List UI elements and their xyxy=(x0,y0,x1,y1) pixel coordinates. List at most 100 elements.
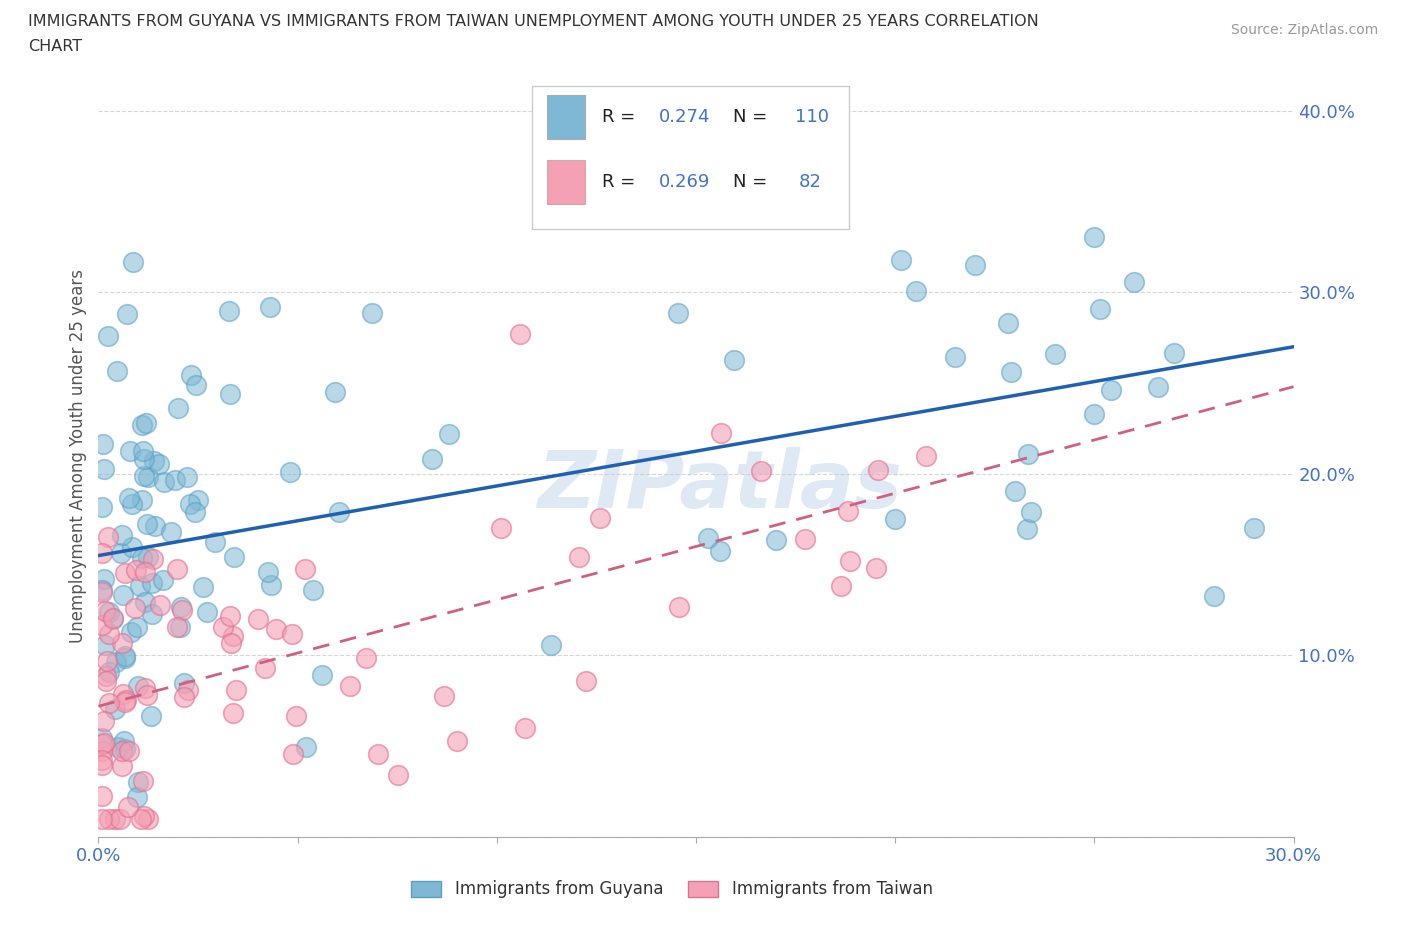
Point xyxy=(114,695,136,710)
Point xyxy=(136,470,159,485)
Point xyxy=(125,790,148,804)
Point xyxy=(166,400,188,415)
Point xyxy=(134,565,156,579)
Point xyxy=(170,599,193,614)
Point xyxy=(323,385,346,400)
Point xyxy=(94,669,117,684)
Point xyxy=(169,619,191,634)
Point xyxy=(152,573,174,588)
Point xyxy=(1017,446,1039,461)
Point xyxy=(135,415,157,430)
Point xyxy=(281,627,304,642)
Point xyxy=(177,683,200,698)
Point xyxy=(114,648,136,663)
Point xyxy=(890,253,912,268)
Point xyxy=(117,490,139,505)
Point xyxy=(114,651,136,666)
Point xyxy=(1083,407,1105,422)
Point xyxy=(110,527,132,542)
Point xyxy=(132,808,155,823)
Point xyxy=(91,582,114,597)
Point xyxy=(1043,346,1066,361)
Point xyxy=(710,426,733,441)
Point xyxy=(159,525,181,539)
Point xyxy=(1019,505,1042,520)
Point xyxy=(97,604,120,619)
Point xyxy=(195,604,218,619)
Point xyxy=(91,752,114,767)
Point xyxy=(387,768,409,783)
Point xyxy=(257,565,280,579)
Point xyxy=(97,811,120,826)
Point xyxy=(260,578,283,592)
Point xyxy=(125,620,148,635)
Point xyxy=(367,747,389,762)
Point xyxy=(943,350,966,365)
Point xyxy=(709,543,731,558)
Point xyxy=(793,532,815,547)
Point xyxy=(884,512,907,526)
Point xyxy=(589,511,612,525)
Point xyxy=(114,565,136,580)
Point xyxy=(568,550,591,565)
Point xyxy=(91,789,114,804)
Point xyxy=(904,284,927,299)
Point xyxy=(204,535,226,550)
Point xyxy=(866,463,889,478)
Point xyxy=(135,516,157,531)
Point xyxy=(112,734,135,749)
Point xyxy=(1083,230,1105,245)
Point xyxy=(101,612,124,627)
Point xyxy=(280,465,302,480)
Legend: Immigrants from Guyana, Immigrants from Taiwan: Immigrants from Guyana, Immigrants from … xyxy=(405,873,939,905)
Point xyxy=(749,464,772,479)
Text: N =: N = xyxy=(733,173,768,191)
Point xyxy=(253,660,276,675)
Point xyxy=(295,739,318,754)
Point xyxy=(1000,365,1022,379)
Point xyxy=(509,326,531,341)
Point xyxy=(145,518,167,533)
Point xyxy=(1099,383,1122,398)
Point xyxy=(294,562,316,577)
Text: 0.274: 0.274 xyxy=(659,108,710,126)
Point xyxy=(166,619,188,634)
Point xyxy=(311,667,333,682)
Point xyxy=(141,576,163,591)
Point xyxy=(575,673,598,688)
Point xyxy=(489,521,512,536)
Point xyxy=(179,497,201,512)
Point xyxy=(963,258,986,272)
Text: 0.269: 0.269 xyxy=(659,173,710,191)
Point xyxy=(225,683,247,698)
Point xyxy=(128,579,150,594)
Point xyxy=(264,621,287,636)
Point xyxy=(94,604,117,618)
Point xyxy=(96,654,118,669)
Point xyxy=(1017,522,1039,537)
Point xyxy=(193,579,215,594)
Text: IMMIGRANTS FROM GUYANA VS IMMIGRANTS FROM TAIWAN UNEMPLOYMENT AMONG YOUTH UNDER : IMMIGRANTS FROM GUYANA VS IMMIGRANTS FRO… xyxy=(28,14,1039,29)
Point xyxy=(184,378,207,392)
Point xyxy=(91,500,114,515)
Point xyxy=(218,303,240,318)
Point xyxy=(136,549,159,564)
Point xyxy=(97,696,120,711)
Point xyxy=(219,635,242,650)
Point xyxy=(121,539,143,554)
Point xyxy=(165,472,187,487)
Point xyxy=(153,475,176,490)
Point xyxy=(104,811,127,826)
Text: 82: 82 xyxy=(799,173,821,191)
Point xyxy=(830,578,852,593)
Point xyxy=(132,774,155,789)
Point xyxy=(1163,345,1185,360)
Point xyxy=(1123,274,1146,289)
Point xyxy=(218,609,240,624)
Point xyxy=(172,603,194,618)
Text: 110: 110 xyxy=(796,108,830,126)
Point xyxy=(148,457,170,472)
Point xyxy=(173,676,195,691)
Point xyxy=(281,747,304,762)
Point xyxy=(94,673,117,688)
